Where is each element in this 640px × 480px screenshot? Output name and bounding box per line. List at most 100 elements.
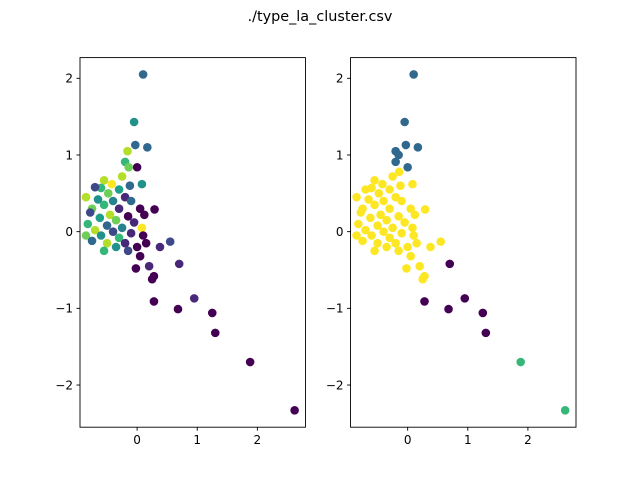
scatter-point	[400, 117, 409, 127]
scatter-point	[352, 192, 361, 202]
scatter-point	[373, 221, 382, 230]
scatter-point	[102, 238, 112, 248]
scatter-point	[111, 242, 121, 252]
scatter-point	[210, 328, 220, 338]
scatter-point	[436, 237, 446, 246]
x-tick-label: 1	[464, 433, 472, 447]
scatter-point	[111, 215, 121, 225]
scatter-point	[367, 231, 376, 240]
scatter-point	[126, 196, 136, 206]
scatter-point	[124, 162, 133, 172]
scatter-point	[155, 242, 165, 252]
scatter-point	[406, 251, 415, 261]
scatter-point	[93, 195, 103, 204]
scatter-point	[290, 406, 299, 415]
x-tick-label: 0	[404, 433, 412, 447]
y-tick-label: 2	[336, 72, 344, 86]
axes-frame	[350, 57, 577, 428]
scatter-point	[408, 179, 417, 189]
scatter-point	[394, 212, 403, 221]
y-tick-label: 0	[65, 225, 73, 239]
scatter-point	[409, 70, 418, 79]
scatter-point	[165, 237, 175, 246]
scatter-point	[135, 251, 145, 261]
scatter-point	[400, 218, 409, 227]
scatter-point	[445, 259, 455, 269]
scatter-point	[173, 304, 183, 314]
scatter-point	[85, 208, 95, 217]
scatter-point	[207, 308, 217, 318]
axes-frame	[79, 57, 306, 428]
scatter-point	[143, 143, 152, 152]
scatter-point	[87, 236, 97, 246]
scatter-point	[126, 228, 136, 238]
scatter-point	[123, 246, 133, 256]
scatter-point	[379, 196, 388, 206]
scatter-point	[131, 140, 140, 150]
scatter-point	[129, 218, 139, 227]
scatter-point	[132, 242, 142, 252]
scatter-point	[426, 242, 435, 252]
scatter-point	[120, 238, 130, 248]
figure-suptitle: ./type_la_cluster.csv	[248, 9, 393, 25]
scatter-point	[138, 231, 148, 240]
scatter-point	[144, 261, 154, 271]
scatter-point	[102, 221, 112, 230]
scatter-point	[382, 215, 391, 225]
scatter-point	[90, 182, 100, 192]
scatter-point	[401, 140, 411, 150]
scatter-point	[147, 274, 157, 284]
scatter-point	[403, 242, 412, 252]
y-tick-label: −2	[55, 378, 73, 392]
scatter-point	[370, 246, 379, 256]
scatter-point	[174, 259, 184, 269]
scatter-point	[96, 231, 106, 240]
scatter-point	[460, 294, 470, 303]
y-tick-label: −2	[326, 378, 344, 392]
scatter-point	[397, 228, 406, 238]
y-tick-label: −1	[326, 302, 344, 316]
y-tick-label: 1	[65, 148, 73, 162]
scatter-point	[415, 261, 424, 271]
scatter-point	[117, 223, 127, 233]
scatter-point	[361, 225, 370, 235]
y-tick-label: 2	[65, 72, 73, 86]
scatter-point	[99, 175, 109, 185]
x-tick-label: 1	[193, 433, 201, 447]
scatter-point	[131, 264, 141, 273]
scatter-point	[406, 204, 415, 213]
scatter-point	[132, 162, 142, 172]
scatter-point	[125, 181, 135, 190]
scatter-point	[397, 196, 406, 206]
scatter-point	[385, 185, 394, 194]
scatter-point	[396, 181, 405, 190]
scatter-point	[374, 189, 384, 198]
scatter-point	[108, 227, 118, 236]
scatter-point	[114, 185, 124, 194]
subplot-1: 0 1 2 −2 −1 0 1 2	[55, 57, 306, 447]
y-tick-label: 1	[336, 148, 344, 162]
scatter-point	[129, 117, 139, 127]
scatter-point	[356, 208, 366, 217]
scatter-point	[140, 210, 149, 220]
scatter-points	[81, 70, 299, 415]
scatter-point	[388, 223, 397, 233]
scatter-point	[391, 157, 400, 167]
scatter-point	[135, 204, 145, 213]
scatter-point	[114, 233, 124, 243]
scatter-point	[137, 223, 147, 233]
scatter-point	[388, 172, 397, 181]
scatter-point	[364, 195, 373, 204]
scatter-point	[103, 189, 113, 198]
scatter-point	[354, 219, 363, 229]
scatter-point	[358, 236, 367, 246]
scatter-point	[403, 162, 412, 172]
scatter-point	[150, 205, 159, 214]
scatter-point	[366, 213, 375, 223]
scatter-point	[420, 205, 430, 214]
scatter-point	[516, 357, 525, 367]
scatter-point	[123, 146, 132, 156]
scatter-point	[444, 304, 453, 314]
scatter-point	[418, 274, 427, 284]
